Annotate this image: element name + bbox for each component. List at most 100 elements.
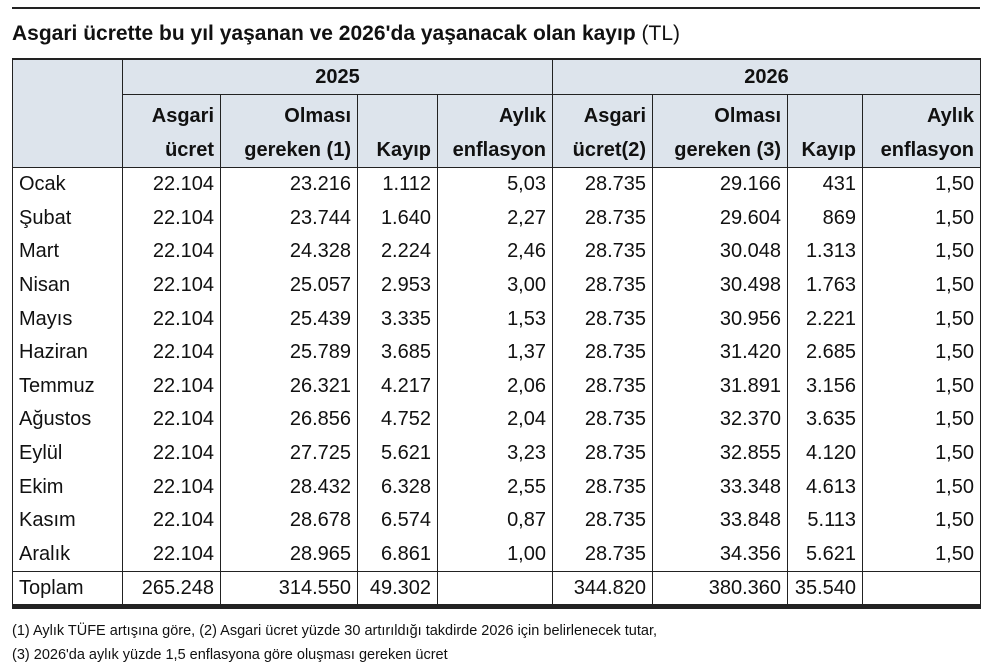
cell: 1,50 xyxy=(862,201,981,236)
cell: 1,00 xyxy=(437,537,553,572)
row-label: Eylül xyxy=(12,436,123,471)
cell: 6.328 xyxy=(357,470,438,504)
header-line: Asgari xyxy=(151,105,214,127)
cell: 3,00 xyxy=(437,268,553,303)
cell: 29.604 xyxy=(652,201,788,236)
row: Mart 22.104 24.328 2.224 2,46 28.735 30.048 1.3… xyxy=(12,235,981,269)
cell: 2.953 xyxy=(357,268,438,303)
cell: 26.856 xyxy=(220,403,358,437)
cell: 3,23 xyxy=(437,436,553,471)
cell: 4.752 xyxy=(357,403,438,437)
cell: 1,50 xyxy=(862,470,981,504)
cell: 22.104 xyxy=(122,302,221,336)
cell: 30.498 xyxy=(652,268,788,303)
cell: 22.104 xyxy=(122,503,221,538)
cell: 28.735 xyxy=(552,335,653,370)
cell: 33.348 xyxy=(652,470,788,504)
group-header: 2025 xyxy=(122,58,553,95)
cell: 28.735 xyxy=(552,369,653,404)
row-label: Haziran xyxy=(12,335,123,370)
header-line: Kayıp xyxy=(376,139,431,161)
column-header: Aylık enflasyon xyxy=(862,94,981,168)
cell: 2,55 xyxy=(437,470,553,504)
cell: 25.789 xyxy=(220,335,358,370)
cell: 22.104 xyxy=(122,470,221,504)
cell: 33.848 xyxy=(652,503,788,538)
cell: 27.725 xyxy=(220,436,358,471)
column-header: Olması gereken (3) xyxy=(652,94,788,168)
cell: 22.104 xyxy=(122,369,221,404)
cell: 22.104 xyxy=(122,335,221,370)
cell: 25.057 xyxy=(220,268,358,303)
row-label: Nisan xyxy=(12,268,123,303)
cell: 314.550 xyxy=(220,571,358,610)
cell: 1,53 xyxy=(437,302,553,336)
cell: 28.735 xyxy=(552,235,653,269)
row: Ocak 22.104 23.216 1.112 5,03 28.735 29.166 431… xyxy=(12,167,981,202)
cell: 1,37 xyxy=(437,335,553,370)
title-text: Asgari ücrette bu yıl yaşanan ve 2026'da… xyxy=(12,22,636,45)
cell: 28.735 xyxy=(552,503,653,538)
row-label: Aralık xyxy=(12,537,123,572)
cell: 2.685 xyxy=(787,335,863,370)
cell: 22.104 xyxy=(122,167,221,202)
corner xyxy=(12,58,123,168)
cell: 5.621 xyxy=(357,436,438,471)
row-label: Kasım xyxy=(12,503,123,538)
cell: 1,50 xyxy=(862,369,981,404)
cell: 22.104 xyxy=(122,201,221,236)
row-label: Mayıs xyxy=(12,302,123,336)
cell: 2,27 xyxy=(437,201,553,236)
cell: 3.335 xyxy=(357,302,438,336)
column-header: Aylık enflasyon xyxy=(437,94,553,168)
cell: 30.956 xyxy=(652,302,788,336)
cell: 5.113 xyxy=(787,503,863,538)
cell: 28.735 xyxy=(552,201,653,236)
cell: 22.104 xyxy=(122,403,221,437)
row-label: Toplam xyxy=(12,571,123,610)
cell: 32.855 xyxy=(652,436,788,471)
cell: 6.574 xyxy=(357,503,438,538)
cell: 22.104 xyxy=(122,235,221,269)
cell: 1.112 xyxy=(357,167,438,202)
header-line: enflasyon xyxy=(452,139,546,161)
column-header: Asgari ücret xyxy=(122,94,221,168)
cell: 1,50 xyxy=(862,335,981,370)
unit: (TL) xyxy=(641,22,681,45)
cell: 1,50 xyxy=(862,503,981,538)
header-line: Olması xyxy=(284,105,351,127)
cell: 28.735 xyxy=(552,403,653,437)
cell: 380.360 xyxy=(652,571,788,610)
column-header: Asgari ücret(2) xyxy=(552,94,653,168)
cell: 2,46 xyxy=(437,235,553,269)
row: Kasım 22.104 28.678 6.574 0,87 28.735 33.848 5.… xyxy=(12,503,981,538)
cell: 35.540 xyxy=(787,571,863,610)
cell: 22.104 xyxy=(122,537,221,572)
header-line: Aylık xyxy=(498,105,546,127)
header-line: ücret xyxy=(165,139,214,161)
cell: 5.621 xyxy=(787,537,863,572)
cell: 22.104 xyxy=(122,268,221,303)
row-label: Temmuz xyxy=(12,369,123,404)
cell: 23.216 xyxy=(220,167,358,202)
header-line: Kayıp xyxy=(801,139,856,161)
row-label: Şubat xyxy=(12,201,123,236)
row: Ağustos 22.104 26.856 4.752 2,04 28.735 32.370… xyxy=(12,403,981,437)
cell: 4.120 xyxy=(787,436,863,471)
cell: 344.820 xyxy=(552,571,653,610)
cell: 4.613 xyxy=(787,470,863,504)
cell: 3.156 xyxy=(787,369,863,404)
cell: 1,50 xyxy=(862,537,981,572)
cell: 28.735 xyxy=(552,436,653,471)
cell: 23.744 xyxy=(220,201,358,236)
cell: 31.420 xyxy=(652,335,788,370)
cell: 2.224 xyxy=(357,235,438,269)
cell: 28.735 xyxy=(552,470,653,504)
row: Mayıs 22.104 25.439 3.335 1,53 28.735 30.956 2.… xyxy=(12,302,981,336)
column-header: Kayıp xyxy=(357,94,438,168)
cell: 24.328 xyxy=(220,235,358,269)
row-label: Ekim xyxy=(12,470,123,504)
row: Temmuz 22.104 26.321 4.217 2,06 28.735 31.891 3… xyxy=(12,369,981,404)
row: Eylül 22.104 27.725 5.621 3,23 28.735 32.855 4.… xyxy=(12,436,981,471)
cell: 31.891 xyxy=(652,369,788,404)
